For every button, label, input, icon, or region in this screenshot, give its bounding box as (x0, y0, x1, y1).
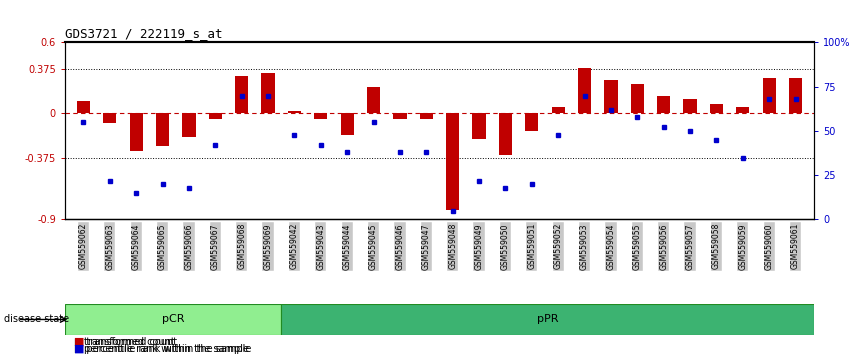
Bar (604, 80, 617, 113)
Text: GSM559044: GSM559044 (343, 223, 352, 269)
Bar (789, 78, 802, 113)
Bar (288, 111, 301, 113)
Bar (393, 113, 406, 119)
Text: GSM559054: GSM559054 (606, 223, 616, 269)
Bar (525, 113, 539, 131)
Bar (209, 113, 222, 119)
Bar (183, 113, 196, 137)
Text: GSM559057: GSM559057 (686, 223, 695, 269)
Text: GSM559052: GSM559052 (553, 223, 563, 269)
Bar (420, 113, 433, 119)
Text: GSM559042: GSM559042 (290, 223, 299, 269)
Text: GSM559046: GSM559046 (396, 223, 404, 269)
Bar (77, 102, 90, 113)
Text: GSM559053: GSM559053 (580, 223, 589, 269)
Text: GSM559050: GSM559050 (501, 223, 510, 269)
Bar (340, 113, 354, 135)
Text: disease state: disease state (4, 314, 69, 325)
Bar (314, 113, 327, 119)
Bar (65, 304, 281, 335)
Text: GSM559051: GSM559051 (527, 223, 536, 269)
Bar (103, 113, 116, 123)
Bar (763, 78, 776, 113)
Text: pCR: pCR (162, 314, 184, 325)
Text: percentile rank within the sample: percentile rank within the sample (84, 344, 249, 354)
Text: GSM559062: GSM559062 (79, 223, 88, 269)
Text: ■: ■ (74, 344, 84, 354)
Text: GSM559063: GSM559063 (106, 223, 114, 269)
Text: GSM559059: GSM559059 (739, 223, 747, 269)
Text: GSM559066: GSM559066 (184, 223, 193, 269)
Text: GSM559065: GSM559065 (158, 223, 167, 269)
Bar (683, 99, 696, 113)
Text: GSM559068: GSM559068 (237, 223, 246, 269)
Bar (710, 104, 723, 113)
Bar (156, 113, 169, 146)
Bar (473, 113, 486, 139)
Text: GSM559043: GSM559043 (316, 223, 326, 269)
Text: GSM559058: GSM559058 (712, 223, 721, 269)
Text: GSM559055: GSM559055 (633, 223, 642, 269)
Text: GSM559060: GSM559060 (765, 223, 773, 269)
Text: GSM559049: GSM559049 (475, 223, 483, 269)
Bar (367, 87, 380, 113)
Bar (552, 107, 565, 113)
Text: GSM559048: GSM559048 (449, 223, 457, 269)
Text: ■ percentile rank within the sample: ■ percentile rank within the sample (74, 344, 251, 354)
Bar (281, 304, 814, 335)
Text: ■ transformed count: ■ transformed count (74, 337, 177, 347)
Bar (235, 75, 249, 113)
Bar (630, 84, 644, 113)
Text: pPR: pPR (537, 314, 559, 325)
Text: GSM559056: GSM559056 (659, 223, 669, 269)
Text: GSM559069: GSM559069 (263, 223, 273, 269)
Text: GSM559045: GSM559045 (369, 223, 378, 269)
Bar (657, 96, 670, 113)
Bar (499, 113, 512, 155)
Bar (736, 107, 749, 113)
Text: GSM559061: GSM559061 (791, 223, 800, 269)
Text: ■: ■ (74, 337, 84, 347)
Bar (578, 68, 591, 113)
Bar (446, 113, 459, 210)
Text: transformed count: transformed count (84, 337, 175, 347)
Text: GDS3721 / 222119_s_at: GDS3721 / 222119_s_at (65, 27, 223, 40)
Text: GSM559064: GSM559064 (132, 223, 140, 269)
Bar (130, 113, 143, 151)
Bar (262, 73, 275, 113)
Text: GSM559067: GSM559067 (210, 223, 220, 269)
Text: GSM559047: GSM559047 (422, 223, 430, 269)
